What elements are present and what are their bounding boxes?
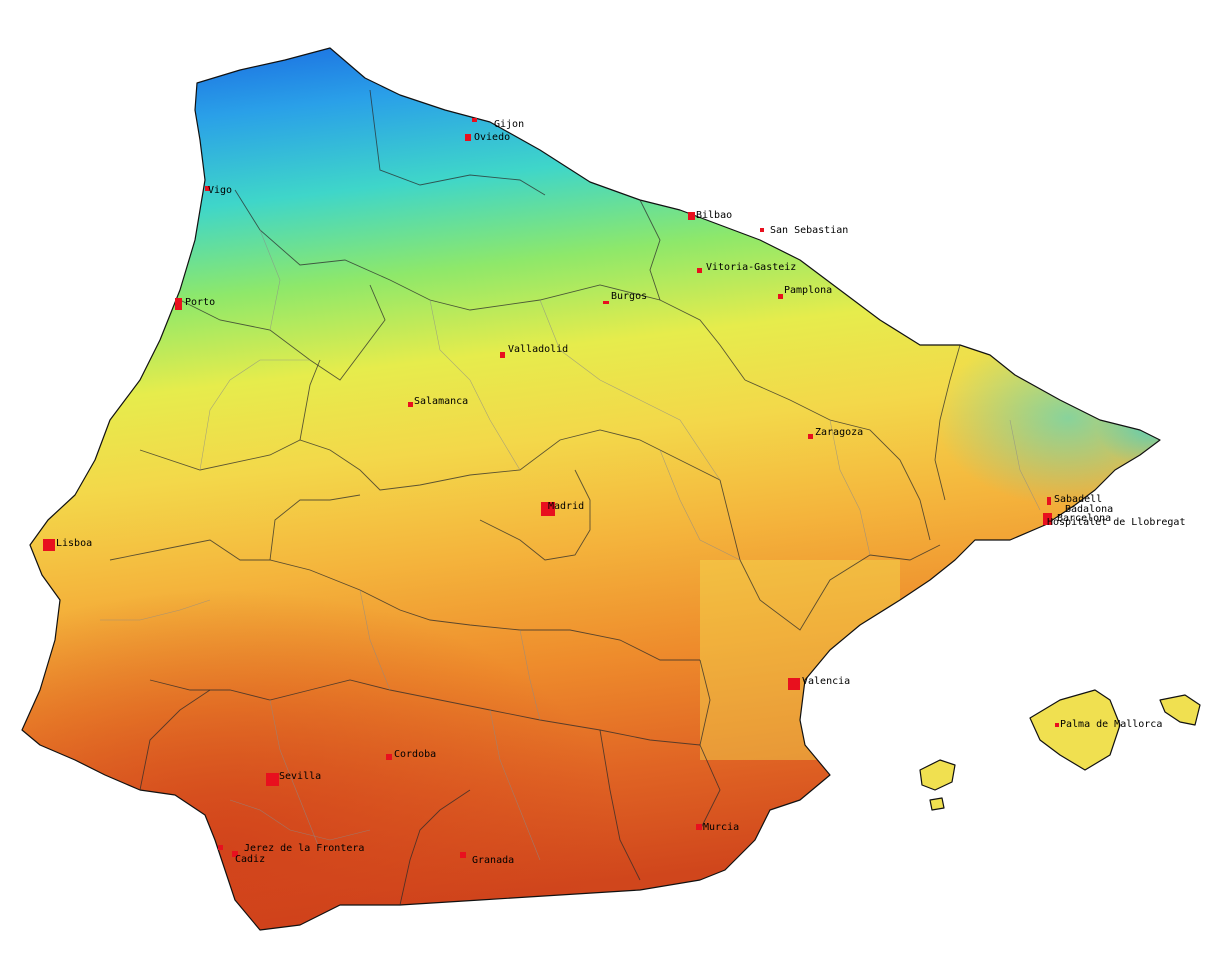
city-sabadell: Sabadell [1047,494,1102,505]
city-marker [205,186,210,191]
city-marker [1047,497,1051,505]
city-marker [541,502,555,516]
city-label: Bilbao [696,210,732,221]
region-borders [109,89,961,906]
city-label: Valencia [802,676,850,687]
city-label: Valladolid [508,344,568,355]
balearic-islands [919,689,1201,811]
city-badalona: Badalona [1065,504,1113,515]
city-vitoria: Vitoria-Gasteiz [697,262,796,273]
city-marker [1043,513,1052,525]
city-marker [778,294,783,299]
city-oviedo: Oviedo [465,132,510,143]
city-label: Jerez de la Frontera [244,843,364,854]
city-label: Porto [185,297,215,308]
city-label: Sevilla [279,771,321,782]
city-label: Salamanca [414,396,468,407]
city-marker [218,845,223,850]
city-marker [808,434,813,439]
city-label: Hospitalet de Llobregat [1047,517,1185,528]
city-label: Pamplona [784,285,832,296]
city-label: Sabadell [1054,494,1102,505]
city-marker [688,212,695,220]
city-porto: Porto [175,297,215,310]
city-markers: Gijon Oviedo Vigo Bilbao San Sebastian V… [43,118,1185,866]
city-hospitalet: Hospitalet de Llobregat [1047,517,1185,528]
city-marker [1055,723,1059,727]
city-palma: Palma de Mallorca [1055,719,1162,730]
city-bilbao: Bilbao [688,210,732,221]
city-marker [408,402,413,407]
city-label: Vigo [208,185,232,196]
city-cordoba: Cordoba [386,749,436,760]
city-marker [472,118,477,122]
city-vigo: Vigo [205,185,232,196]
city-marker [460,852,466,858]
city-marker [603,301,609,304]
city-label: Badalona [1065,504,1113,515]
city-marker [175,298,182,310]
city-pamplona: Pamplona [778,285,832,299]
city-madrid: Madrid [541,501,584,516]
city-marker [43,539,55,551]
city-granada: Granada [460,852,514,866]
city-barcelona: Barcelona [1043,513,1111,525]
city-marker [697,268,702,273]
city-label: Zaragoza [815,427,863,438]
city-murcia: Murcia [696,822,739,833]
city-valladolid: Valladolid [500,344,568,358]
city-label: Barcelona [1057,513,1111,524]
city-label: Burgos [611,291,647,302]
city-lisboa: Lisboa [43,538,92,551]
city-label: Murcia [703,822,739,833]
city-jerez: Jerez de la Frontera [232,843,364,857]
city-marker [500,352,505,358]
city-zaragoza: Zaragoza [808,427,863,439]
city-label: San Sebastian [770,225,848,236]
city-marker [788,678,800,690]
city-label: Cadiz [235,854,265,865]
city-label: Lisboa [56,538,92,549]
city-label: Madrid [548,501,584,512]
city-salamanca: Salamanca [408,396,468,407]
city-marker [232,851,238,857]
city-label: Vitoria-Gasteiz [706,262,796,273]
city-label: Cordoba [394,749,436,760]
city-label: Granada [472,855,514,866]
city-marker [760,228,764,232]
city-marker [386,754,392,760]
city-gijon: Gijon [472,118,524,130]
city-marker [696,824,702,830]
city-san-sebastian: San Sebastian [760,225,848,236]
city-sevilla: Sevilla [266,771,321,786]
city-label: Palma de Mallorca [1060,719,1162,730]
city-label: Gijon [494,119,524,130]
city-cadiz: Cadiz [218,845,265,865]
city-label: Oviedo [474,132,510,143]
city-burgos: Burgos [603,291,647,304]
province-borders [100,229,1041,861]
city-marker [465,134,471,141]
city-valencia: Valencia [788,676,850,690]
city-marker [266,773,279,786]
land-mass [21,47,1161,931]
